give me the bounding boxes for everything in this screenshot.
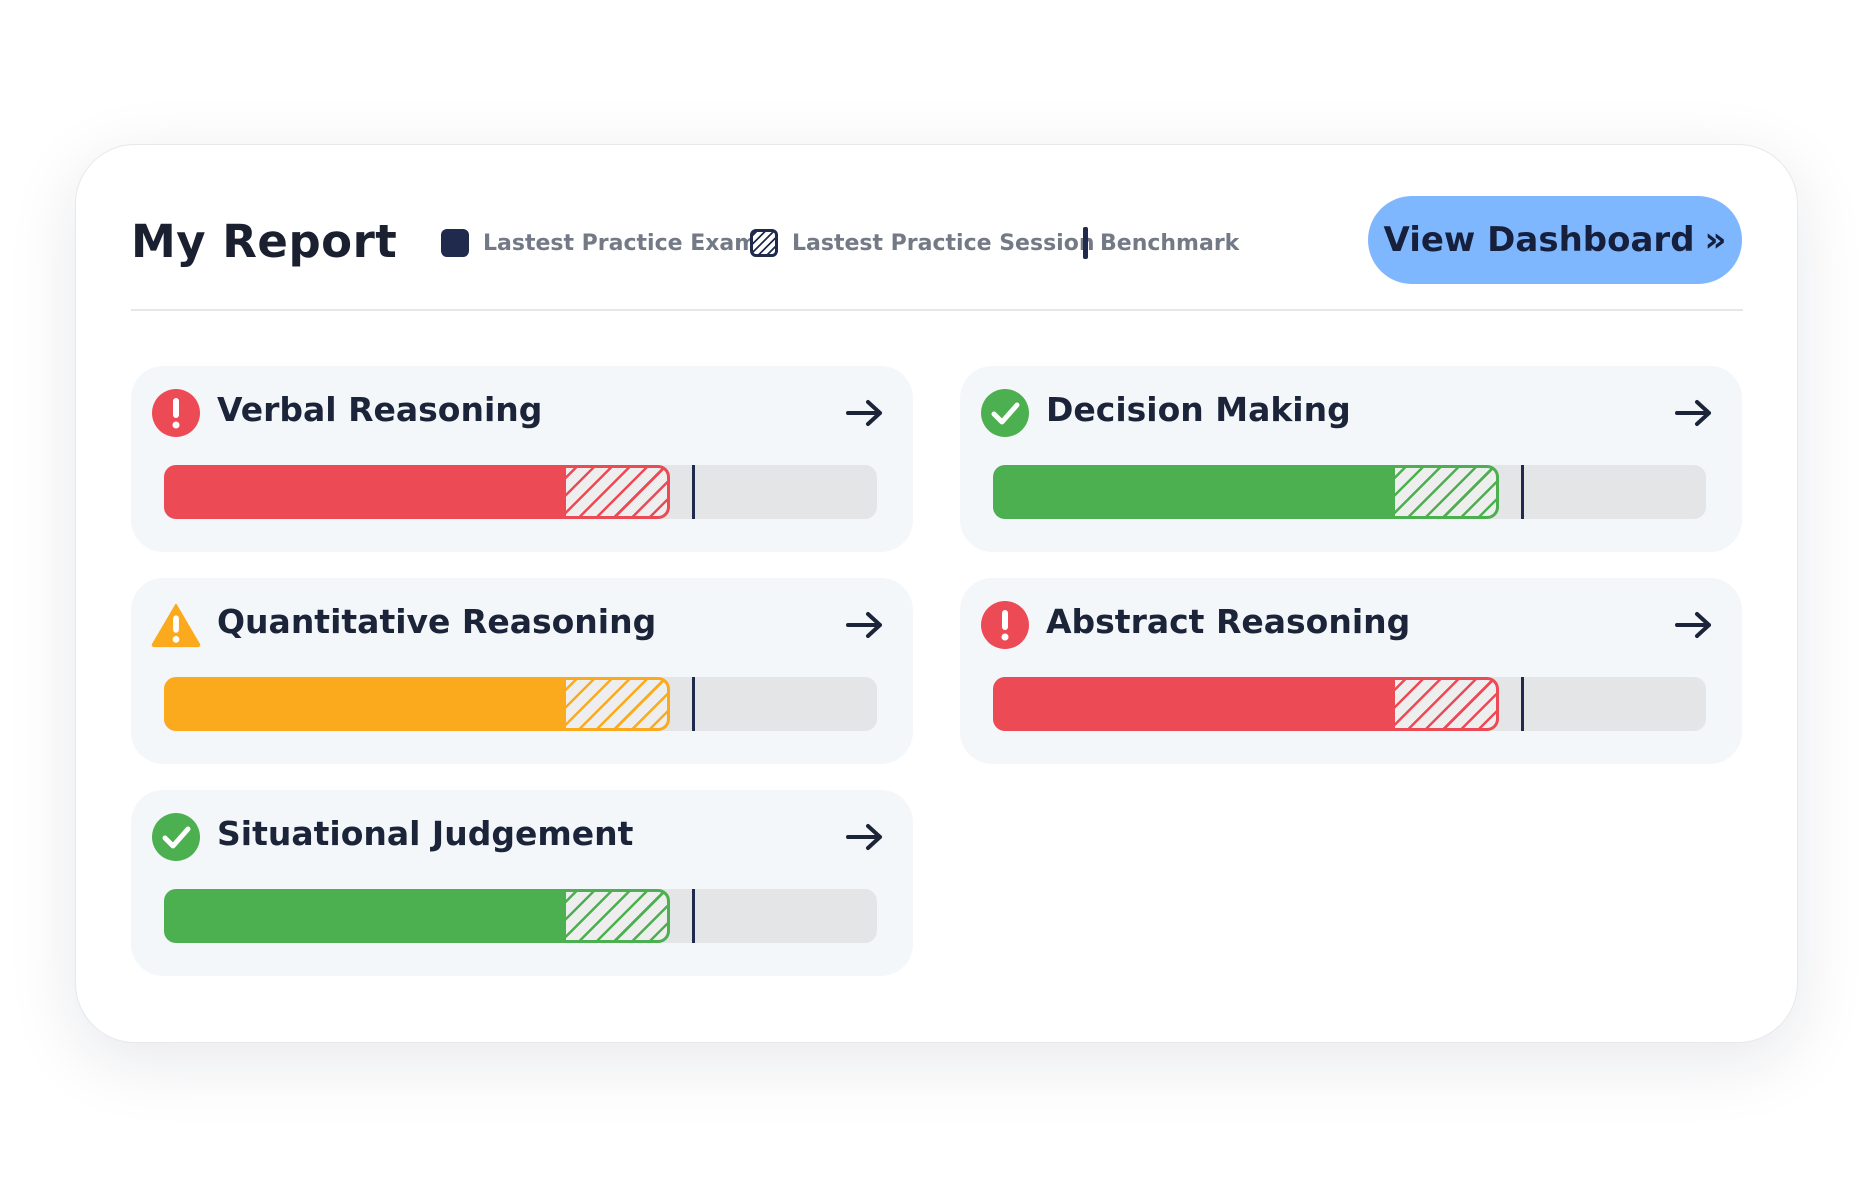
exam-bar xyxy=(993,465,1393,519)
section-card[interactable]: Verbal Reasoning xyxy=(131,366,913,552)
view-dashboard-label: View Dashboard xyxy=(1383,220,1695,260)
legend-label: Benchmark xyxy=(1100,230,1240,256)
legend-item-exam: Lastest Practice Exam xyxy=(441,223,757,263)
section-title: Quantitative Reasoning xyxy=(217,602,657,641)
exam-bar xyxy=(164,465,564,519)
benchmark-marker xyxy=(691,465,695,519)
exam-bar xyxy=(993,677,1393,731)
solid-square-icon xyxy=(441,229,469,257)
benchmark-marker xyxy=(1520,465,1524,519)
benchmark-marker xyxy=(1520,677,1524,731)
section-card[interactable]: Situational Judgement xyxy=(131,790,913,976)
session-bar xyxy=(563,465,671,519)
hatched-square-icon xyxy=(750,229,778,257)
warning-triangle-icon xyxy=(151,600,201,650)
check-icon xyxy=(151,812,201,862)
arrow-right-icon[interactable] xyxy=(845,396,885,430)
progress-track xyxy=(993,465,1706,519)
benchmark-marker xyxy=(691,889,695,943)
arrow-right-icon[interactable] xyxy=(1674,608,1714,642)
check-icon xyxy=(980,388,1030,438)
legend-label: Lastest Practice Exam xyxy=(483,230,758,256)
session-bar xyxy=(1392,465,1500,519)
section-card[interactable]: Decision Making xyxy=(960,366,1742,552)
progress-track xyxy=(993,677,1706,731)
legend-item-session: Lastest Practice Session xyxy=(750,223,1094,263)
exam-bar xyxy=(164,677,564,731)
arrow-right-icon[interactable] xyxy=(1674,396,1714,430)
vertical-line-icon xyxy=(1083,227,1088,259)
exclamation-icon xyxy=(980,600,1030,650)
section-card[interactable]: Abstract Reasoning xyxy=(960,578,1742,764)
progress-track xyxy=(164,677,877,731)
session-bar xyxy=(1392,677,1500,731)
view-dashboard-button[interactable]: View Dashboard » xyxy=(1368,196,1742,284)
section-title: Verbal Reasoning xyxy=(217,390,543,429)
session-bar xyxy=(563,677,671,731)
page-title: My Report xyxy=(131,215,398,268)
double-chevron-right-icon: » xyxy=(1704,220,1727,260)
header-divider xyxy=(131,309,1743,311)
legend-item-benchmark: Benchmark xyxy=(1083,223,1239,263)
session-bar xyxy=(563,889,671,943)
section-title: Situational Judgement xyxy=(217,814,634,853)
benchmark-marker xyxy=(691,677,695,731)
report-card: My Report Lastest Practice Exam Lastest … xyxy=(75,144,1798,1043)
section-title: Decision Making xyxy=(1046,390,1351,429)
legend-label: Lastest Practice Session xyxy=(792,230,1095,256)
arrow-right-icon[interactable] xyxy=(845,820,885,854)
exam-bar xyxy=(164,889,564,943)
progress-track xyxy=(164,465,877,519)
exclamation-icon xyxy=(151,388,201,438)
arrow-right-icon[interactable] xyxy=(845,608,885,642)
section-card[interactable]: Quantitative Reasoning xyxy=(131,578,913,764)
progress-track xyxy=(164,889,877,943)
section-title: Abstract Reasoning xyxy=(1046,602,1411,641)
